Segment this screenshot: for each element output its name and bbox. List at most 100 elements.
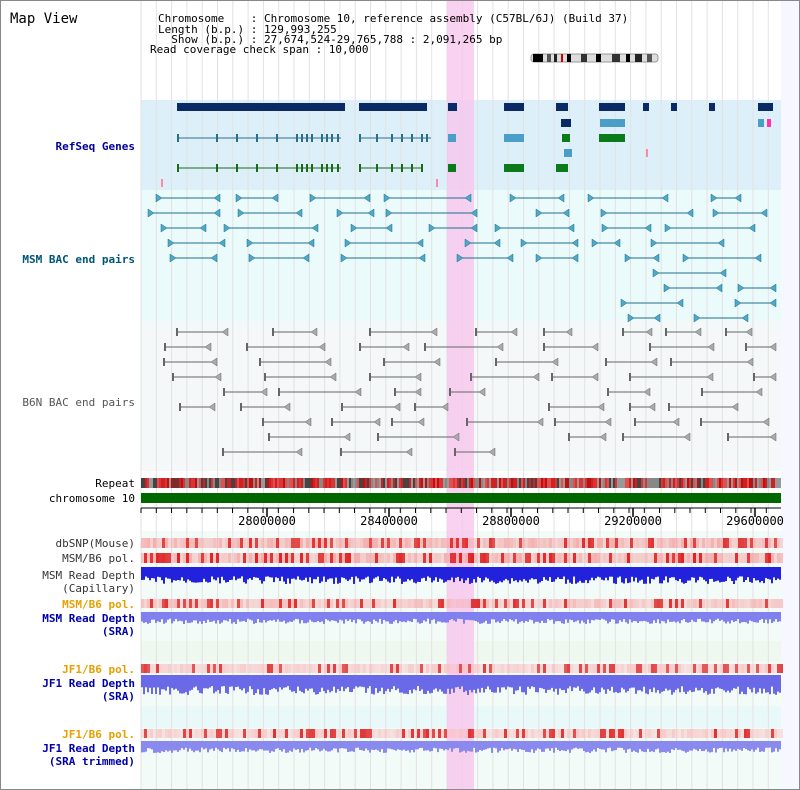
repeat-segment [725, 478, 727, 488]
msm-depth-sra-bar [329, 612, 331, 622]
repeat-segment [707, 478, 709, 488]
msm-b6-pol-density [243, 553, 246, 563]
msm-depth-capillary-bar [497, 567, 499, 584]
msm-b6-pol-density [174, 553, 177, 563]
repeat-segment [169, 478, 171, 488]
jf1-b6-pol-density-2 [738, 729, 741, 738]
msm-depth-sra-bar [659, 612, 661, 624]
msm-depth-capillary-bar [173, 567, 175, 581]
repeat-segment [741, 478, 743, 488]
jf1-depth-trimmed-bar [305, 741, 307, 751]
jf1-depth-sra-bar [345, 675, 347, 689]
jf1-b6-pol-density [225, 664, 228, 673]
msm-b6-pol-density [612, 553, 615, 563]
track-label-msm-bac[interactable]: MSM BAC end pairs [22, 253, 135, 266]
msm-bac-pair-end [167, 238, 175, 248]
dbsnp-density [780, 538, 783, 548]
msm-depth-sra-bar [301, 612, 303, 621]
msm-b6-pol-density [690, 553, 693, 563]
jf1-depth-sra-bar [515, 675, 517, 691]
jf1-depth-trimmed-bar [493, 741, 495, 748]
jf1-b6-pol-density [624, 664, 627, 673]
msm-depth-sra-bar [715, 612, 717, 620]
jf1-depth-trimmed-bar [775, 741, 777, 749]
dbsnp-density [528, 538, 531, 548]
b6n-bac-end [264, 373, 266, 381]
msm-b6-pol-density-2 [504, 599, 507, 608]
jf1-b6-pol-density [534, 664, 537, 673]
jf1-depth-trimmed-bar [387, 741, 389, 749]
msm-depth-capillary-bar [557, 567, 559, 578]
jf1-depth-trimmed-bar [515, 741, 517, 750]
msm-depth-capillary-bar [271, 567, 273, 578]
msm-b6-pol-density-2 [747, 599, 750, 608]
jf1-depth-sra-bar [461, 675, 463, 687]
jf1-b6-pol-density-2 [558, 729, 561, 738]
jf1-b6-pol-density-2 [504, 729, 507, 738]
track-label-b6n-bac[interactable]: B6N BAC end pairs [22, 396, 135, 409]
repeat-segment [247, 478, 249, 488]
dbsnp-density [195, 538, 198, 548]
jf1-depth-sra-bar [369, 675, 371, 687]
jf1-depth-trimmed-bar [761, 741, 763, 752]
msm-depth-capillary-bar [753, 567, 755, 579]
dbsnp-density [240, 538, 243, 548]
jf1-b6-pol-density [171, 664, 174, 673]
gene-block [359, 103, 427, 111]
msm-b6-pol-density [672, 553, 675, 563]
track-label-refseq[interactable]: RefSeq Genes [55, 140, 135, 153]
msm-b6-pol-density [348, 553, 351, 563]
jf1-b6-pol-density-2 [276, 729, 279, 738]
jf1-b6-pol-density-2 [258, 729, 261, 738]
jf1-b6-pol-density-2 [492, 729, 495, 738]
jf1-depth-trimmed-bar [419, 741, 421, 748]
ideogram-band [626, 54, 630, 62]
jf1-b6-pol-density-2 [624, 729, 627, 738]
jf1-b6-pol-density [438, 664, 441, 673]
jf1-b6-pol-density [591, 664, 594, 673]
jf1-b6-pol-density-2 [333, 729, 336, 738]
msm-bac-pair-end [734, 298, 742, 308]
jf1-depth-trimmed-bar [721, 741, 723, 748]
jf1-b6-pol-density-2 [291, 729, 294, 738]
msm-depth-capillary-bar [731, 567, 733, 581]
repeat-segment [343, 478, 345, 488]
jf1-depth-trimmed-bar [709, 741, 711, 753]
jf1-depth-sra-bar [147, 675, 149, 693]
msm-b6-pol-density-2 [153, 599, 156, 608]
msm-depth-sra-bar [679, 612, 681, 624]
repeat-segment [763, 478, 765, 488]
gene-block [177, 103, 345, 111]
msm-depth-capillary-bar [159, 567, 161, 578]
jf1-depth-sra-bar [615, 675, 617, 692]
msm-depth-capillary-bar [667, 567, 669, 583]
msm-bac-pair-end [627, 313, 635, 323]
jf1-b6-pol-density-2 [147, 729, 150, 738]
msm-depth-sra-bar [633, 612, 635, 621]
repeat-segment [489, 478, 491, 488]
jf1-depth-sra-bar [489, 675, 491, 690]
msm-b6-pol-density-2 [300, 599, 303, 608]
repeat-segment [295, 478, 297, 488]
msm-depth-capillary-bar [395, 567, 397, 579]
msm-depth-capillary-bar [747, 567, 749, 578]
msm-depth-capillary-bar [697, 567, 699, 581]
jf1-b6-pol-density [402, 664, 405, 673]
msm-depth-sra-bar [517, 612, 519, 624]
dbsnp-density [297, 538, 300, 548]
dbsnp-density [210, 538, 213, 548]
jf1-depth-trimmed-bar [655, 741, 657, 750]
jf1-b6-pol-density-2 [297, 729, 300, 738]
dbsnp-density [597, 538, 600, 548]
dbsnp-density [162, 538, 165, 548]
gene-block [599, 103, 625, 111]
repeat-segment [747, 478, 749, 488]
msm-b6-pol-density [177, 553, 180, 563]
gene-exon [236, 134, 238, 142]
msm-depth-sra-bar [447, 612, 449, 623]
msm-depth-sra-bar [457, 612, 459, 619]
msm-depth-capillary-bar [485, 567, 487, 578]
msm-depth-sra-bar [597, 612, 599, 620]
jf1-depth-trimmed-bar [695, 741, 697, 750]
